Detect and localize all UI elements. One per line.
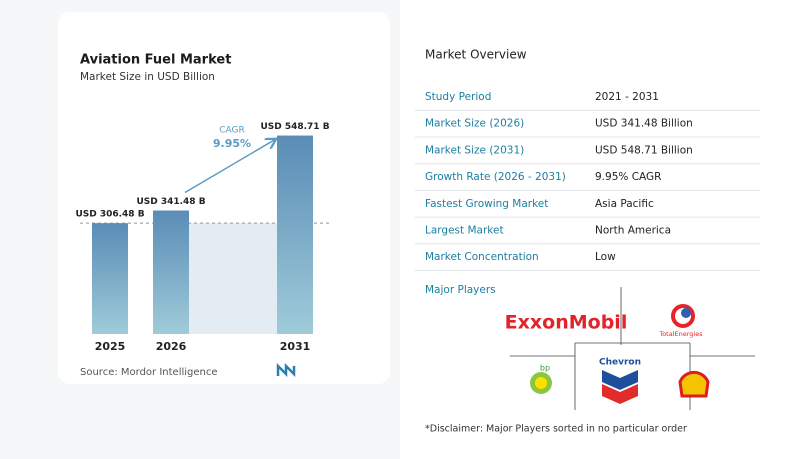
overview-value: USD 548.71 Billion xyxy=(595,144,693,156)
overview-label: Growth Rate (2026 - 2031) xyxy=(425,171,566,183)
value-label: USD 548.71 B xyxy=(260,122,329,132)
overview-value: Asia Pacific xyxy=(595,198,654,210)
logo-shell xyxy=(678,370,710,398)
overview-value: USD 341.48 Billion xyxy=(595,118,693,130)
value-label: USD 341.48 B xyxy=(136,197,205,207)
logo-bp-mark xyxy=(530,372,552,394)
brand-logo xyxy=(276,362,296,378)
growth-area xyxy=(189,223,277,334)
x-tick-label: 2026 xyxy=(156,340,187,353)
logo-total-mark xyxy=(671,304,695,328)
overview-value: 9.95% CAGR xyxy=(595,171,661,183)
overview-label: Largest Market xyxy=(425,225,504,237)
overview-label: Market Concentration xyxy=(425,251,539,263)
chart-subtitle: Market Size in USD Billion xyxy=(80,71,215,83)
overview-value: North America xyxy=(595,225,671,237)
bar xyxy=(153,210,189,334)
overview-title: Market Overview xyxy=(425,48,527,62)
cagr-arrow xyxy=(184,140,275,194)
logo-chevron-mark xyxy=(602,370,638,404)
logo-bp: bp xyxy=(540,364,550,373)
bar xyxy=(92,223,128,334)
overview-label: Market Size (2031) xyxy=(425,144,524,156)
logo-totalenergies: TotalEnergies xyxy=(658,330,703,338)
cagr-value: 9.95% xyxy=(213,137,251,150)
logo-grid xyxy=(510,287,755,410)
right-panel xyxy=(400,0,800,459)
overview-label: Study Period xyxy=(425,91,491,103)
x-tick-label: 2031 xyxy=(280,340,311,353)
logo-exxonmobil: ExxonMobil xyxy=(505,312,628,334)
x-tick-label: 2025 xyxy=(95,340,126,353)
bar xyxy=(277,135,313,334)
players-title: Major Players xyxy=(425,284,496,296)
disclaimer: *Disclaimer: Major Players sorted in no … xyxy=(425,424,687,435)
logo-chevron: Chevron xyxy=(599,358,641,368)
overview-value: 2021 - 2031 xyxy=(595,91,659,103)
overview-value: Low xyxy=(595,251,616,263)
source: Source: Mordor Intelligence xyxy=(80,367,218,378)
overview-label: Market Size (2026) xyxy=(425,118,524,130)
chart-title: Aviation Fuel Market xyxy=(80,53,231,68)
value-label: USD 306.48 B xyxy=(75,210,144,220)
overview-label: Fastest Growing Market xyxy=(425,198,548,210)
cagr-label: CAGR xyxy=(219,126,245,136)
